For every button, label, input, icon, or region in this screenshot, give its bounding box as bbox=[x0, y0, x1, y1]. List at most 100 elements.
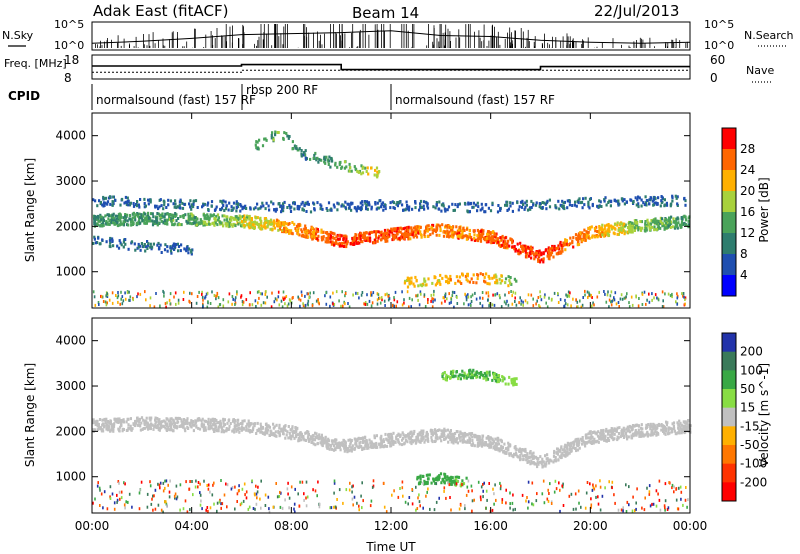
velocity-cell bbox=[234, 419, 237, 423]
velocity-cell bbox=[127, 423, 130, 427]
power-cell bbox=[442, 204, 445, 208]
power-clutter-cell bbox=[358, 296, 360, 300]
power-cell bbox=[545, 207, 548, 211]
power-cell bbox=[531, 251, 534, 255]
power-cell bbox=[251, 223, 254, 227]
velocity-cell bbox=[646, 434, 649, 438]
power-cell bbox=[417, 231, 420, 235]
power-cell bbox=[137, 242, 140, 246]
freq-left-tick-bottom: 8 bbox=[64, 71, 72, 85]
power-cell bbox=[153, 220, 156, 224]
power-cell bbox=[641, 226, 644, 230]
power-clutter-cell bbox=[518, 301, 520, 305]
velocity-cell bbox=[410, 442, 413, 446]
velocity-cell bbox=[474, 433, 477, 437]
power-cell bbox=[534, 203, 538, 207]
power-cell bbox=[630, 221, 633, 225]
velocity-cell bbox=[336, 445, 339, 449]
power-clutter-cell bbox=[511, 302, 514, 306]
velocity-cell bbox=[220, 430, 223, 434]
power-cell bbox=[378, 170, 381, 173]
y-tick-label: 1000 bbox=[55, 265, 86, 279]
power-cell bbox=[166, 245, 169, 249]
power-cell bbox=[476, 209, 479, 213]
power-cell bbox=[653, 228, 656, 232]
power-cell bbox=[427, 277, 430, 281]
power-clutter-cell bbox=[503, 300, 506, 304]
power-clutter-cell bbox=[566, 303, 569, 307]
power-cell bbox=[370, 166, 373, 170]
power-cell bbox=[676, 226, 679, 230]
power-clutter-cell bbox=[671, 292, 673, 296]
power-clutter-cell bbox=[149, 296, 152, 300]
power-cell bbox=[406, 226, 409, 229]
power-cell bbox=[190, 222, 193, 226]
power-cell bbox=[307, 235, 310, 239]
velocity-cell bbox=[451, 438, 454, 442]
power-cell bbox=[376, 170, 379, 174]
velocity-cell bbox=[487, 435, 490, 438]
power-cell bbox=[235, 200, 238, 204]
velocity-cell bbox=[564, 443, 567, 447]
power-cell bbox=[311, 226, 314, 230]
velocity-cell bbox=[271, 433, 274, 437]
velocity-cell bbox=[630, 434, 633, 438]
power-cell bbox=[165, 206, 168, 209]
power-clutter-cell bbox=[266, 295, 268, 299]
freq-right-tick-top: 60 bbox=[710, 53, 725, 67]
power-cell bbox=[499, 281, 502, 285]
power-clutter-cell bbox=[676, 292, 678, 296]
power-cell bbox=[239, 209, 242, 213]
power-cell bbox=[391, 238, 394, 242]
velocity-cell bbox=[280, 427, 283, 431]
power-cell bbox=[595, 225, 598, 229]
velocity-cell bbox=[601, 430, 605, 434]
velocity-cell bbox=[204, 427, 207, 431]
power-cell bbox=[114, 214, 118, 218]
power-cell bbox=[386, 228, 389, 232]
velocity-cell bbox=[661, 428, 664, 432]
velocity-cell bbox=[284, 424, 287, 428]
power-cell bbox=[571, 204, 574, 207]
power-cell bbox=[490, 235, 493, 239]
power-clutter-cell bbox=[515, 303, 518, 307]
velocity-cell bbox=[498, 449, 501, 453]
power-cell bbox=[303, 151, 306, 154]
power-clutter-cell bbox=[155, 292, 157, 295]
power-cell bbox=[463, 201, 467, 205]
velocity-cell bbox=[98, 418, 102, 421]
power-cell bbox=[189, 199, 192, 203]
power-cell bbox=[548, 257, 551, 261]
power-cell bbox=[439, 273, 442, 277]
power-clutter-cell bbox=[557, 292, 559, 295]
power-cell bbox=[183, 247, 186, 251]
power-cell bbox=[620, 197, 623, 201]
power-cell bbox=[538, 202, 541, 205]
velocity-cell bbox=[99, 427, 102, 431]
power-cell bbox=[448, 225, 451, 229]
power-clutter-cell bbox=[512, 290, 514, 294]
velocity-cell bbox=[161, 424, 165, 428]
power-cell bbox=[229, 215, 232, 219]
power-cell bbox=[397, 226, 401, 230]
power-cell bbox=[454, 281, 457, 285]
power-cell bbox=[277, 228, 280, 232]
power-clutter-cell bbox=[132, 298, 134, 302]
velocity-cell bbox=[529, 462, 532, 466]
velocity-cell bbox=[501, 446, 504, 449]
power-cell bbox=[455, 225, 458, 229]
power-clutter-cell bbox=[201, 295, 204, 299]
power-cell bbox=[661, 217, 664, 221]
power-cell bbox=[456, 205, 459, 209]
power-clutter-cell bbox=[278, 303, 281, 307]
velocity-cell bbox=[409, 440, 412, 444]
power-cell bbox=[385, 231, 388, 235]
power-cell bbox=[392, 237, 395, 241]
power-clutter-cell bbox=[393, 296, 395, 300]
velocity-cell bbox=[499, 447, 502, 451]
colorbar-tick: 8 bbox=[740, 247, 748, 261]
power-cell bbox=[271, 222, 274, 226]
velocity-cell bbox=[104, 419, 107, 423]
power-cell bbox=[630, 198, 633, 202]
power-cell bbox=[535, 201, 538, 205]
